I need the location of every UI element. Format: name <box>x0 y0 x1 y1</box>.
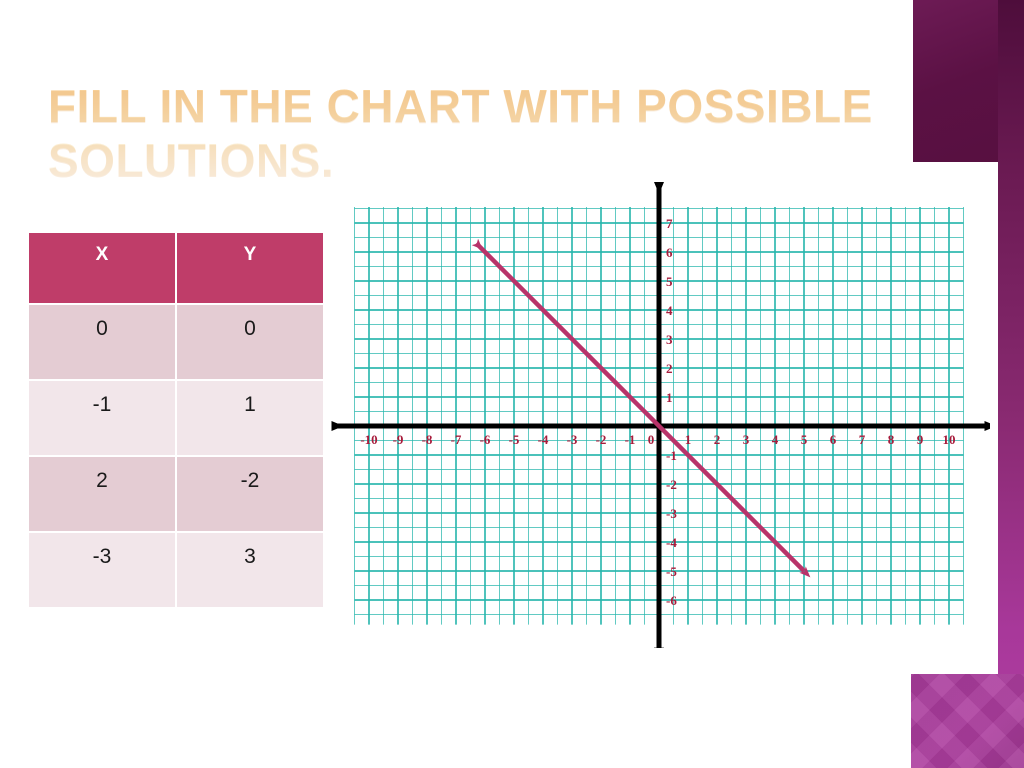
svg-text:1: 1 <box>666 390 673 405</box>
table-row[interactable]: 0 0 <box>29 305 323 379</box>
svg-text:1: 1 <box>685 432 692 447</box>
svg-text:-2: -2 <box>666 477 677 492</box>
svg-text:4: 4 <box>666 303 673 318</box>
table-header-y: Y <box>177 233 323 303</box>
svg-text:-3: -3 <box>567 432 578 447</box>
page-title: Fill in the chart with possible solution… <box>48 79 878 187</box>
svg-text:9: 9 <box>917 432 924 447</box>
svg-text:-6: -6 <box>666 593 677 608</box>
table-header-x: X <box>29 233 175 303</box>
decor-right-edge-strip <box>998 0 1024 768</box>
svg-text:-6: -6 <box>480 432 491 447</box>
cell-y[interactable]: 3 <box>177 533 323 607</box>
svg-text:7: 7 <box>859 432 866 447</box>
svg-text:4: 4 <box>772 432 779 447</box>
table-header-row: X Y <box>29 233 323 303</box>
svg-text:2: 2 <box>666 361 673 376</box>
svg-text:3: 3 <box>743 432 750 447</box>
svg-text:-10: -10 <box>360 432 377 447</box>
svg-text:8: 8 <box>888 432 895 447</box>
table-row[interactable]: 2 -2 <box>29 457 323 531</box>
svg-text:0: 0 <box>648 432 655 447</box>
cell-x[interactable]: -1 <box>29 381 175 455</box>
cell-y[interactable]: -2 <box>177 457 323 531</box>
table-row[interactable]: -3 3 <box>29 533 323 607</box>
svg-text:-1: -1 <box>666 448 677 463</box>
svg-text:6: 6 <box>830 432 837 447</box>
svg-text:10: 10 <box>943 432 956 447</box>
svg-text:7: 7 <box>666 216 673 231</box>
svg-text:-5: -5 <box>509 432 520 447</box>
svg-text:-9: -9 <box>393 432 404 447</box>
graph-svg: -10 -9 -8 -7 -6 -5 -4 -3 -2 -1 0 1 2 3 4 5 6 7 8 9 10 765432… <box>331 182 990 648</box>
svg-text:6: 6 <box>666 245 673 260</box>
svg-text:3: 3 <box>666 332 673 347</box>
svg-text:5: 5 <box>801 432 808 447</box>
table-row[interactable]: -1 1 <box>29 381 323 455</box>
decor-bottom-right-block <box>911 674 1024 768</box>
svg-text:-1: -1 <box>625 432 636 447</box>
svg-text:-7: -7 <box>451 432 462 447</box>
cell-x[interactable]: -3 <box>29 533 175 607</box>
cell-x[interactable]: 0 <box>29 305 175 379</box>
svg-text:-4: -4 <box>538 432 549 447</box>
svg-text:-3: -3 <box>666 506 677 521</box>
plotted-line-series <box>471 238 811 578</box>
cell-y[interactable]: 0 <box>177 305 323 379</box>
svg-text:-4: -4 <box>666 535 677 550</box>
svg-text:-8: -8 <box>422 432 433 447</box>
svg-text:2: 2 <box>714 432 721 447</box>
svg-text:5: 5 <box>666 274 673 289</box>
xy-value-table: X Y 0 0 -1 1 2 -2 -3 3 <box>27 231 325 609</box>
cell-x[interactable]: 2 <box>29 457 175 531</box>
svg-text:-5: -5 <box>666 564 677 579</box>
cell-y[interactable]: 1 <box>177 381 323 455</box>
svg-text:-2: -2 <box>596 432 607 447</box>
